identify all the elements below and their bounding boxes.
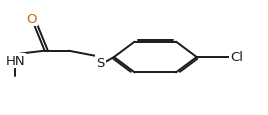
Text: HN: HN — [6, 55, 25, 67]
Text: Cl: Cl — [230, 51, 243, 64]
Text: O: O — [26, 12, 37, 25]
Text: S: S — [96, 56, 105, 69]
